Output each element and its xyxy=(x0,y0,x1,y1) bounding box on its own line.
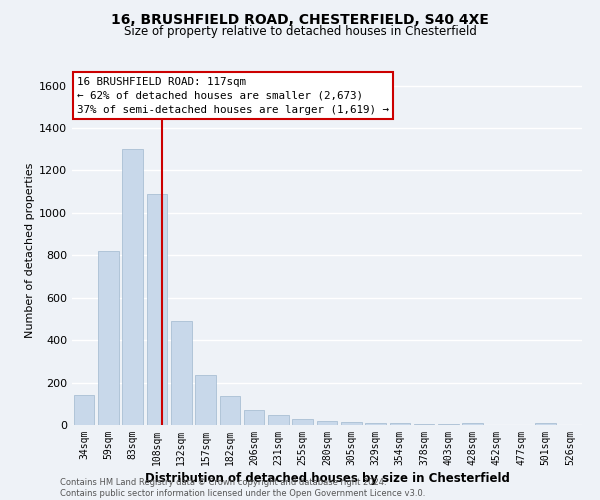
Text: 16, BRUSHFIELD ROAD, CHESTERFIELD, S40 4XE: 16, BRUSHFIELD ROAD, CHESTERFIELD, S40 4… xyxy=(111,12,489,26)
Bar xyxy=(341,422,362,425)
Bar xyxy=(146,194,167,425)
Bar xyxy=(195,375,216,425)
Text: Contains HM Land Registry data © Crown copyright and database right 2024.
Contai: Contains HM Land Registry data © Crown c… xyxy=(60,478,425,498)
Bar xyxy=(292,418,313,425)
Y-axis label: Number of detached properties: Number of detached properties xyxy=(25,162,35,338)
Bar xyxy=(365,423,386,425)
Bar xyxy=(74,396,94,425)
Bar xyxy=(122,149,143,425)
Bar xyxy=(220,396,240,425)
Bar xyxy=(389,424,410,425)
Bar xyxy=(438,424,459,425)
Bar xyxy=(414,424,434,425)
Text: Size of property relative to detached houses in Chesterfield: Size of property relative to detached ho… xyxy=(124,25,476,38)
Bar xyxy=(171,321,191,425)
Bar xyxy=(463,423,483,425)
Text: 16 BRUSHFIELD ROAD: 117sqm
← 62% of detached houses are smaller (2,673)
37% of s: 16 BRUSHFIELD ROAD: 117sqm ← 62% of deta… xyxy=(77,76,389,115)
Bar xyxy=(98,251,119,425)
Bar xyxy=(317,421,337,425)
Bar xyxy=(244,410,265,425)
Bar xyxy=(535,424,556,425)
Bar xyxy=(268,416,289,425)
X-axis label: Distribution of detached houses by size in Chesterfield: Distribution of detached houses by size … xyxy=(145,472,509,485)
